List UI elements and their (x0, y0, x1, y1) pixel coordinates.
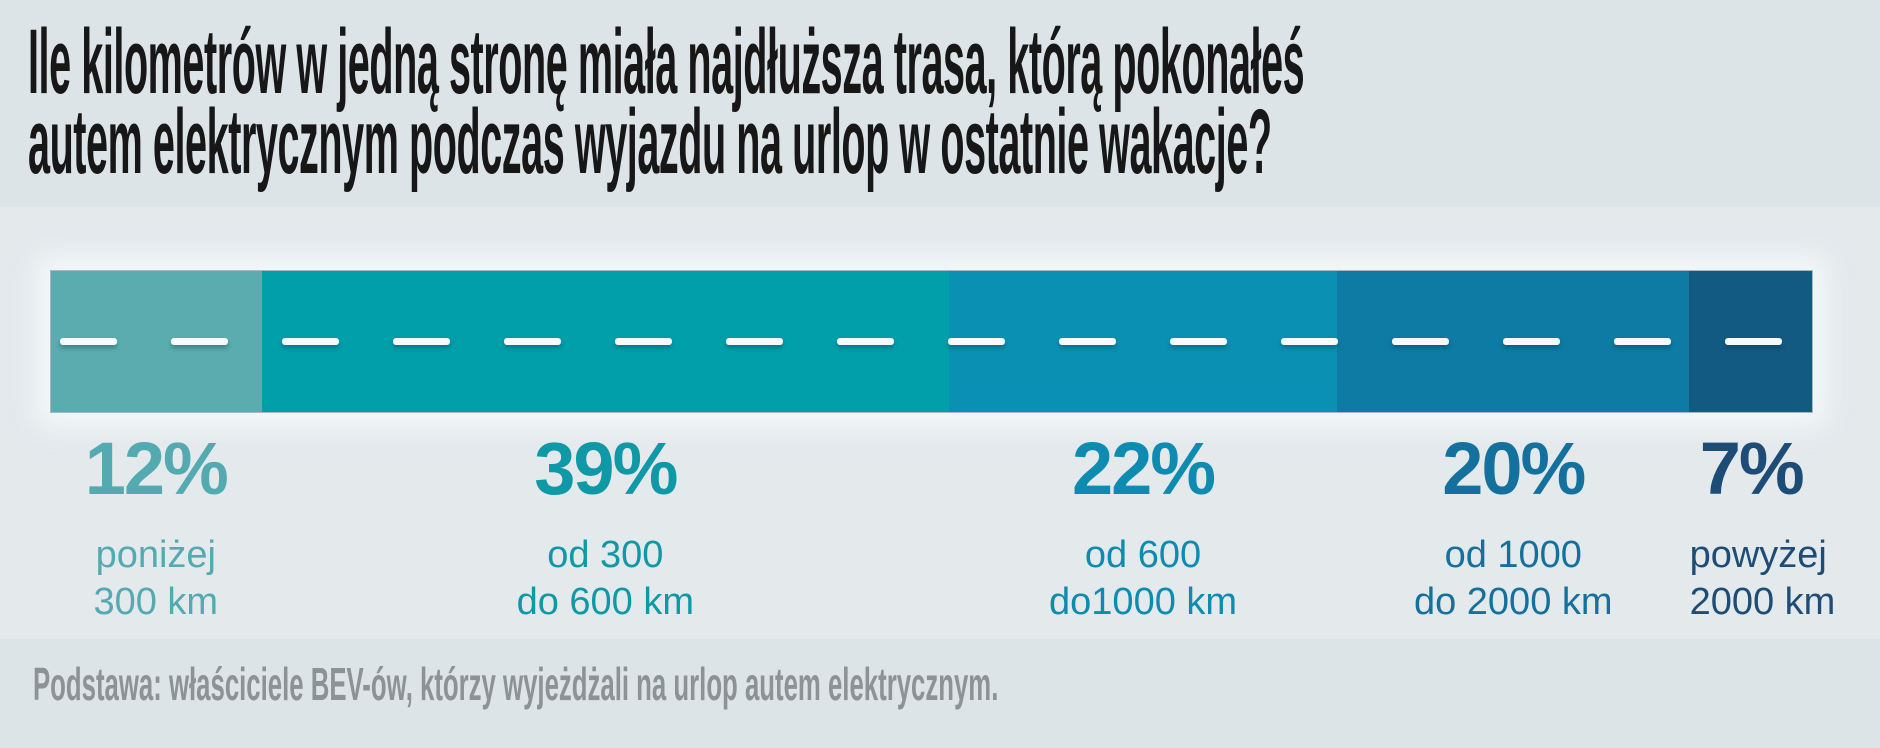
lane-dash (393, 338, 450, 345)
lane-dash (1170, 338, 1227, 345)
segment-label-1: 12% poniżej 300 km (50, 432, 262, 626)
range-label: od 300 do 600 km (262, 532, 950, 626)
range-label-line1: od 600 (1084, 534, 1202, 576)
footnote: Podstawa: właściciele BEV-ów, którzy wyj… (33, 656, 1757, 712)
range-label-line1: powyżej (1689, 534, 1827, 576)
range-label-line1: poniżej (95, 534, 216, 576)
range-label-line2: 300 km (93, 581, 219, 623)
lane-dash (282, 338, 339, 345)
labels-row: 12% poniżej 300 km 39% od 300 do 600 km 22% od … (50, 427, 1836, 626)
road-segment-3 (949, 271, 1337, 412)
segment-label-5: 7% powyżej 2000 km (1689, 427, 1836, 626)
lane-dash (1725, 338, 1782, 345)
lane-dash (1281, 338, 1338, 345)
range-label-line1: od 1000 (1444, 534, 1582, 576)
page-title-line2: autem elektrycznym podczas wyjazdu na ur… (28, 91, 1272, 193)
percent-value: 20% (1442, 427, 1586, 510)
range-label: poniżej 300 km (50, 532, 262, 626)
range-label-line1: od 300 (547, 534, 664, 576)
segment-label-3: 22% od 600 do1000 km (949, 432, 1337, 626)
lane-dash (504, 338, 561, 345)
lane-dash (1059, 338, 1116, 345)
range-label: powyżej 2000 km (1689, 532, 1836, 626)
segment-label-4: 20% od 1000 do 2000 km (1337, 432, 1690, 626)
segment-label-2: 39% od 300 do 600 km (262, 432, 950, 626)
range-label-line2: do1000 km (1049, 581, 1238, 623)
range-label-line2: do 2000 km (1413, 581, 1613, 623)
range-label: od 1000 do 2000 km (1337, 532, 1690, 626)
lane-dash (1614, 338, 1671, 345)
road-segment-2 (262, 271, 950, 412)
percent-value: 39% (534, 427, 678, 510)
percent-value: 7% (1699, 427, 1805, 510)
chart-panel: 12% poniżej 300 km 39% od 300 do 600 km 22% od … (0, 207, 1880, 639)
lane-dash (726, 338, 783, 345)
footnote-text: Podstawa: właściciele BEV-ów, którzy wyj… (33, 658, 999, 710)
lane-dash (837, 338, 894, 345)
lane-dash (615, 338, 672, 345)
lane-dash (60, 338, 117, 345)
percent-value: 12% (84, 427, 229, 510)
lane-dash (1392, 338, 1449, 345)
percent-value: 22% (1071, 427, 1216, 510)
range-label-line2: do 600 km (516, 581, 695, 623)
page-title-line1: Ile kilometrów w jedną stronę miała najd… (28, 11, 1305, 113)
lane-dash (171, 338, 228, 345)
range-label: od 600 do1000 km (949, 532, 1337, 626)
page-title: Ile kilometrów w jedną stronę miała najd… (28, 11, 1880, 193)
lane-dash (948, 338, 1005, 345)
road-bar (50, 270, 1813, 413)
lane-dash (1503, 338, 1560, 345)
range-label-line2: 2000 km (1689, 581, 1836, 623)
